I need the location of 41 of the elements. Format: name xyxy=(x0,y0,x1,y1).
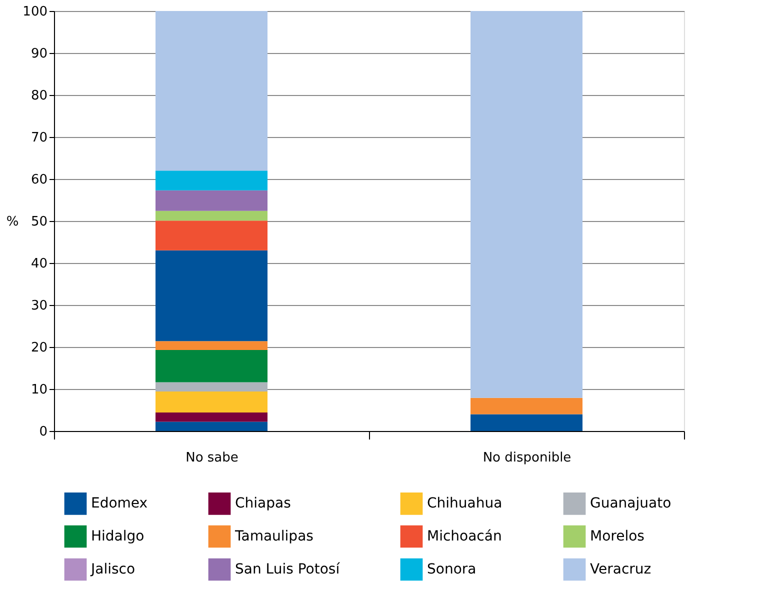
y-tick-label: 90 xyxy=(30,46,48,62)
legend-label: Hidalgo xyxy=(91,528,144,544)
legend-label: Chiapas xyxy=(235,496,291,512)
y-tick-label: 40 xyxy=(30,256,48,272)
y-tick-label: 30 xyxy=(30,298,48,314)
bar xyxy=(156,210,268,221)
legend-label: Morelos xyxy=(590,528,644,544)
bar xyxy=(156,220,268,250)
x-tick-label: No disponible xyxy=(482,450,572,466)
bar xyxy=(470,11,582,398)
bar xyxy=(156,350,268,382)
bar xyxy=(156,190,268,211)
y-tick-label: 100 xyxy=(22,4,48,20)
y-tick-label: 10 xyxy=(30,382,48,398)
y-tick-label: 20 xyxy=(30,340,48,356)
bar xyxy=(156,422,268,431)
y-axis-title: % xyxy=(6,214,19,230)
x-tick-label: No sabe xyxy=(186,450,238,466)
bar xyxy=(156,170,268,190)
bar xyxy=(156,412,268,422)
legend-label: Guanajuato xyxy=(590,496,672,512)
y-tick-label: 80 xyxy=(30,88,48,104)
legend-label: Tamaulipas xyxy=(234,528,314,544)
bar xyxy=(156,382,268,392)
bar xyxy=(470,398,582,414)
y-tick-label: 60 xyxy=(30,172,48,188)
bar xyxy=(156,250,268,342)
bar xyxy=(470,414,582,431)
y-tick-label: 0 xyxy=(39,424,48,440)
bar xyxy=(156,392,268,413)
y-tick-label: 70 xyxy=(30,130,48,146)
bar xyxy=(156,11,268,171)
legend-label: San Luis Potosí xyxy=(235,562,341,578)
legend-label: Chihuahua xyxy=(427,496,502,512)
legend-label: Edomex xyxy=(91,496,148,512)
y-tick-label: 50 xyxy=(30,214,48,230)
legend-label: Jalisco xyxy=(90,562,136,578)
bar xyxy=(156,341,268,350)
legend-label: Sonora xyxy=(427,562,476,578)
legend-label: Veracruz xyxy=(590,562,652,578)
legend-label: Michoacán xyxy=(427,528,502,544)
